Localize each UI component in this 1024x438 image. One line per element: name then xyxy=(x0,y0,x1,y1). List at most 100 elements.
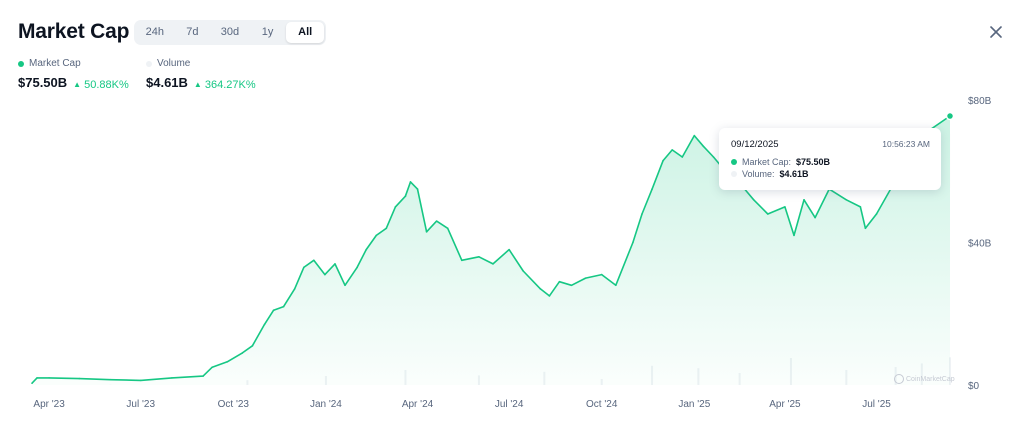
market-cap-point xyxy=(282,305,285,308)
legend-market-cap[interactable]: Market Cap xyxy=(18,58,81,69)
market-cap-point xyxy=(435,220,438,222)
market-cap-point xyxy=(681,156,684,158)
legend-volume[interactable]: Volume xyxy=(146,58,190,69)
market-cap-point xyxy=(365,248,367,251)
market-cap-point xyxy=(522,270,525,272)
tab-7d[interactable]: 7d xyxy=(186,26,199,38)
legend-volume-label: Volume xyxy=(157,58,191,69)
market-cap-point xyxy=(641,213,643,215)
volume-change: ▲ 364.27K% xyxy=(194,79,256,91)
coinmarketcap-logo-icon xyxy=(894,374,904,384)
x-tick-label: Jul '24 xyxy=(495,399,524,410)
market-cap-point xyxy=(702,145,705,148)
tooltip-market-cap-label: Market Cap: xyxy=(742,157,792,167)
volume-dot-icon xyxy=(146,60,152,67)
market-cap-point xyxy=(662,159,664,162)
market-cap-point xyxy=(845,198,848,201)
watermark-text: CoinMarketCap xyxy=(906,375,955,383)
market-cap-metric: $75.50B ▲ 50.88K% xyxy=(18,75,129,91)
market-cap-point xyxy=(78,377,81,380)
market-cap-point xyxy=(570,284,573,287)
market-cap-point xyxy=(752,198,755,201)
market-cap-point xyxy=(600,273,603,276)
tooltip-volume-label: Volume: xyxy=(742,169,775,179)
market-cap-point xyxy=(202,375,204,377)
market-cap-point xyxy=(615,284,617,287)
time-range-tabs: 24h 7d 30d 1y All xyxy=(134,20,326,45)
tooltip-date: 09/12/2025 xyxy=(731,139,779,150)
volume-metric: $4.61B ▲ 364.27K% xyxy=(146,75,256,91)
market-cap-point xyxy=(394,206,397,208)
market-cap-line xyxy=(31,115,951,384)
market-cap-point xyxy=(548,295,551,297)
market-cap-point xyxy=(344,284,346,287)
market-cap-point xyxy=(409,181,412,183)
market-cap-point xyxy=(241,352,244,354)
tooltip-time: 10:56:23 AM xyxy=(882,139,930,149)
triangle-up-icon: ▲ xyxy=(193,80,202,89)
page-title: Market Cap xyxy=(18,20,130,43)
market-cap-point xyxy=(171,377,173,379)
market-cap-point xyxy=(814,216,816,219)
tooltip-market-cap-row: Market Cap: $75.50B xyxy=(731,157,830,167)
market-cap-point xyxy=(875,213,878,215)
market-cap-point xyxy=(784,206,786,208)
volume-dot-icon xyxy=(731,171,737,177)
market-cap-point xyxy=(31,382,33,385)
market-cap-point xyxy=(211,366,213,368)
market-cap-point xyxy=(36,377,38,379)
x-tick-label: Oct '23 xyxy=(218,399,250,410)
market-cap-point xyxy=(693,134,696,137)
market-cap-point xyxy=(251,345,254,347)
market-cap-point xyxy=(404,195,407,197)
market-cap-point xyxy=(302,266,305,269)
market-cap-change: ▲ 50.88K% xyxy=(73,79,129,91)
x-tick-label: Apr '24 xyxy=(402,399,434,410)
market-cap-point xyxy=(864,227,867,230)
market-cap-point xyxy=(632,241,634,244)
market-cap-point xyxy=(313,259,315,262)
tab-30d[interactable]: 30d xyxy=(220,26,240,38)
market-cap-point xyxy=(492,263,494,265)
market-cap-point xyxy=(446,227,449,230)
x-tick-label: Apr '25 xyxy=(769,399,801,410)
x-tick-label: Oct '24 xyxy=(586,399,618,410)
market-cap-point xyxy=(226,361,229,363)
x-tick-label: Jul '23 xyxy=(126,399,155,410)
market-cap-point xyxy=(293,288,296,290)
watermark: CoinMarketCap xyxy=(894,374,955,384)
tooltip-market-cap-value: $75.50B xyxy=(796,157,831,167)
market-cap-point xyxy=(671,149,673,151)
hover-point xyxy=(945,111,955,121)
market-cap-point xyxy=(334,263,336,265)
market-cap-dot-icon xyxy=(731,159,737,165)
tab-24h[interactable]: 24h xyxy=(145,26,164,38)
volume-value: $4.61B xyxy=(146,75,188,90)
market-cap-dot-icon xyxy=(18,60,24,67)
tab-1y[interactable]: 1y xyxy=(261,26,274,38)
market-cap-point xyxy=(803,198,805,201)
market-cap-point xyxy=(478,255,480,258)
tab-all[interactable]: All xyxy=(286,22,324,43)
x-tick-label: Jul '25 xyxy=(862,399,891,410)
market-cap-point xyxy=(324,273,326,276)
market-cap-point xyxy=(539,288,542,290)
market-cap-point xyxy=(461,259,463,262)
market-cap-change-value: 50.88K% xyxy=(84,78,129,91)
x-tick-label: Jan '24 xyxy=(310,399,342,410)
market-cap-point xyxy=(508,248,510,251)
close-icon[interactable] xyxy=(989,25,1003,39)
y-tick-label: $0 xyxy=(968,381,980,392)
x-tick-label: Jan '25 xyxy=(678,399,710,410)
market-cap-point xyxy=(859,206,862,208)
market-cap-point xyxy=(793,234,795,237)
tooltip-volume-row: Volume: $4.61B xyxy=(731,169,809,179)
market-cap-point xyxy=(767,213,769,215)
market-cap-point xyxy=(375,234,378,237)
market-cap-point xyxy=(356,266,358,269)
tooltip-volume-value: $4.61B xyxy=(779,169,809,179)
legend-market-cap-label: Market Cap xyxy=(29,58,81,69)
market-cap-point xyxy=(425,231,428,233)
market-cap-point xyxy=(584,277,587,279)
